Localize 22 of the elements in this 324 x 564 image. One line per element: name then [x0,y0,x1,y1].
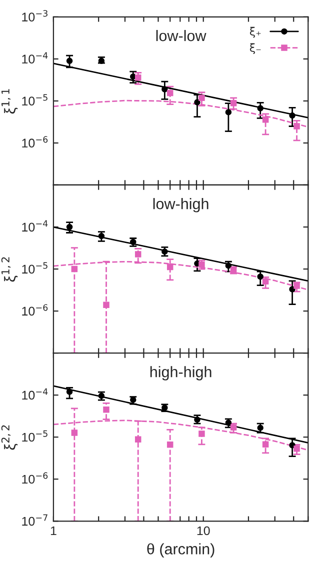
y-tick-label: 10$^{−6}$ [22,136,48,148]
annotation: high-high [150,366,212,380]
y-tick-label: 10$^{−7}$ [22,514,48,526]
y-axis-title: ξ$^{2,2}$ [1,425,18,450]
y-axis-title: ξ$^{1,2}$ [1,257,18,282]
y-tick-label: 10$^{−6}$ [22,304,48,316]
annotation: low-high [153,198,208,212]
x-tick-label: 10 [197,526,210,536]
x-tick-label: 1 [50,526,56,536]
legend-label: ξ₊ [250,26,261,38]
y-tick-label: 10$^{−4}$ [22,52,48,64]
x-axis-title: θ (arcmin) [147,543,214,558]
y-tick-label: 10$^{−5}$ [22,94,48,106]
y-tick-label: 10$^{−4}$ [22,388,48,400]
y-tick-label: 10$^{−5}$ [22,262,48,274]
y-tick-label: 10$^{−6}$ [22,472,48,484]
y-tick-label: 10$^{−4}$ [22,220,48,232]
y-tick-label: 10$^{−5}$ [22,430,48,442]
annotation: low-low [156,30,206,42]
legend-label: ξ₋ [250,43,261,54]
y-axis-title: ξ$^{1,1}$ [2,89,18,114]
y-tick-label: 10$^{−3}$ [22,10,48,22]
